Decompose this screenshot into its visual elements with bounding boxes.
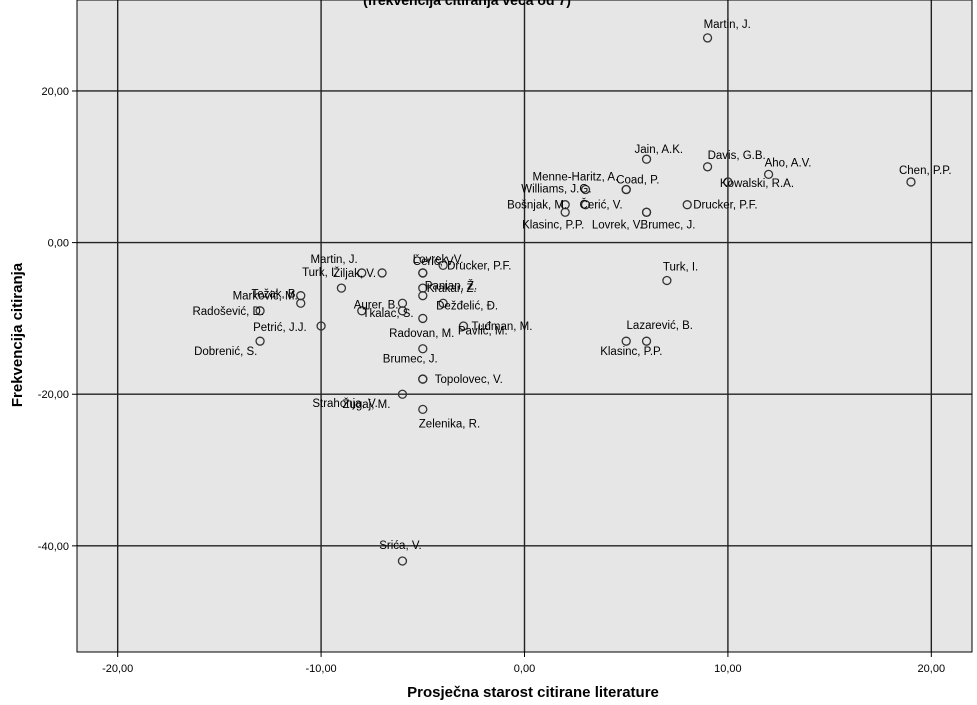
data-point bbox=[357, 268, 367, 278]
data-point-label: Lovrek, V. bbox=[413, 254, 464, 266]
data-point-label: Zelenika, R. bbox=[419, 418, 480, 430]
point-labels: Martin, J. Jain, A.K. Davis, G.B. Menne-Har… bbox=[192, 19, 951, 552]
y-tick-label: 0,00 bbox=[48, 238, 69, 250]
data-point bbox=[662, 275, 672, 286]
data-point-label: Brumec, J. bbox=[383, 354, 438, 366]
data-point-label: Topolovec, V. bbox=[435, 374, 503, 386]
data-point-label: Drucker, P.F. bbox=[447, 260, 511, 272]
data-point-label: Drucker, P.F. bbox=[693, 200, 757, 212]
data-point-label: Radovan, M. bbox=[389, 328, 454, 340]
x-tick-label: 0,00 bbox=[514, 663, 535, 675]
y-tick-label: -20,00 bbox=[38, 389, 69, 401]
data-point bbox=[580, 184, 591, 195]
data-point bbox=[255, 336, 265, 346]
chart-title: (frekvencija citiranja veća od 7) bbox=[363, 0, 571, 8]
data-point bbox=[641, 207, 652, 217]
data-point-label: Lazarević, B. bbox=[627, 320, 693, 332]
x-tick-label: -20,00 bbox=[102, 663, 133, 675]
data-point-label: Chen, P.P. bbox=[899, 165, 952, 177]
data-point-label: Marković, M. bbox=[233, 291, 298, 303]
data-point-label: Krakar, Z. bbox=[427, 283, 477, 295]
data-point bbox=[397, 556, 408, 566]
data-point bbox=[255, 306, 265, 316]
data-point bbox=[723, 177, 733, 187]
data-point-label: Williams, J.G. bbox=[521, 184, 591, 196]
data-point bbox=[296, 298, 306, 308]
grid-lines bbox=[77, 0, 972, 652]
data-point bbox=[702, 162, 713, 172]
data-point bbox=[418, 268, 428, 278]
x-tick-label: 10,00 bbox=[714, 663, 742, 675]
data-point bbox=[397, 389, 408, 399]
data-point-label: Martin, J. bbox=[310, 254, 357, 266]
data-point-label: Bošnjak, M. bbox=[507, 200, 567, 212]
data-point-label: Coad, P. bbox=[616, 175, 659, 187]
tick-labels: -20,00 -10,00 0,00 10,00 20,00 -40,00 -20,00 0,… bbox=[38, 86, 945, 675]
data-point-label: Davis, G.B. bbox=[708, 150, 766, 162]
x-tick-label: -10,00 bbox=[305, 663, 336, 675]
data-point-label: Brumec, J. bbox=[641, 219, 696, 231]
data-point bbox=[641, 154, 652, 164]
data-point bbox=[560, 207, 570, 217]
data-point-label: Kowalski, R.A. bbox=[720, 178, 794, 190]
data-point-label: Petrić, J.J. bbox=[253, 322, 307, 334]
data-point bbox=[906, 177, 916, 187]
data-point bbox=[397, 306, 408, 316]
data-point-label: Čerić, V. bbox=[413, 255, 456, 268]
data-point-label: Čerić, V. bbox=[580, 199, 623, 212]
data-point-label: Lovrek, V. bbox=[592, 219, 643, 231]
data-point-label: Turk, I. bbox=[663, 262, 698, 274]
data-point-label: Panian, Ž. bbox=[425, 280, 477, 293]
data-points bbox=[255, 33, 916, 566]
data-point bbox=[316, 321, 326, 331]
data-point-label: Žiljak, V. bbox=[333, 267, 376, 280]
data-point-label: Turk, I. bbox=[302, 267, 337, 279]
data-point-label: Pavlić, M. bbox=[458, 325, 508, 337]
data-point bbox=[418, 374, 428, 384]
data-point-label: Tkalac, S. bbox=[362, 308, 413, 320]
data-point bbox=[377, 268, 387, 278]
data-point bbox=[641, 336, 652, 346]
data-point-label: Radošević, D. bbox=[192, 306, 264, 318]
data-point bbox=[418, 291, 428, 301]
data-point-label: Tuđman, M. bbox=[471, 321, 532, 333]
data-point-label: Menne-Haritz, A. bbox=[533, 172, 619, 184]
data-point bbox=[621, 336, 631, 346]
x-tick-label: 20,00 bbox=[918, 663, 946, 675]
data-point-label: Martin, J. bbox=[704, 19, 751, 31]
data-point bbox=[621, 184, 631, 195]
data-point bbox=[418, 404, 428, 415]
data-point-label: Aurer, B. bbox=[354, 299, 399, 311]
data-point bbox=[458, 321, 469, 331]
y-axis-title: Frekvencija citiranja bbox=[9, 262, 26, 407]
data-point bbox=[682, 200, 692, 210]
y-tick-label: -40,00 bbox=[38, 541, 69, 553]
data-point bbox=[418, 313, 428, 324]
data-point bbox=[438, 260, 448, 270]
plot-frame bbox=[76, 0, 973, 653]
data-point bbox=[580, 200, 591, 210]
data-point-label: Dobrenić, S. bbox=[194, 346, 257, 358]
data-point-label: Srića, V. bbox=[379, 540, 421, 552]
data-point-label: Strahonja, V. bbox=[312, 398, 377, 410]
data-point-label: Jain, A.K. bbox=[635, 144, 684, 156]
data-point bbox=[336, 283, 347, 293]
y-tick-label: 20,00 bbox=[41, 86, 69, 98]
data-point bbox=[702, 33, 713, 43]
data-point bbox=[418, 344, 428, 354]
data-point-label: Klasinc, P.P. bbox=[600, 346, 662, 358]
data-point bbox=[438, 298, 448, 308]
data-point-label: Žugaj, M. bbox=[342, 398, 390, 411]
data-point-label: Dežđelić, Đ. bbox=[436, 300, 498, 312]
data-point bbox=[357, 306, 367, 316]
data-point-label: Težak, B. bbox=[251, 288, 298, 300]
data-point-label: Klasinc, P.P. bbox=[522, 219, 584, 231]
data-point bbox=[763, 169, 774, 180]
data-point-label: Aho, A.V. bbox=[765, 157, 812, 169]
x-axis-title: Prosječna starost citirane literature bbox=[407, 684, 659, 701]
